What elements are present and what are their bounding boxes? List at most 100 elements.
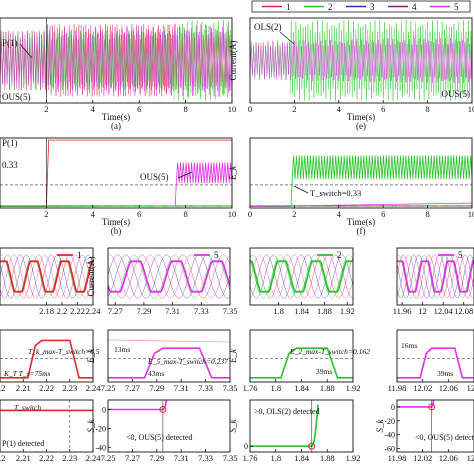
annotation-s1-0: T_switch [14,403,41,412]
ytick-label-s2-0: 0 [244,442,248,451]
series-b-2 [0,205,232,207]
legend-entry-4: 4 [412,2,417,12]
axes-frame-b [0,137,233,209]
panel-legend-label-w1: 1 [77,250,82,260]
panel-k1: 2.2 2.21 2.22 2.23 2.24 T_k_max-T_switch=0.5 K… [0,329,101,393]
xlabel-e: Time(s) [347,112,375,122]
xtick-label-s6-1: 12.02 [413,453,432,463]
phase-w2-1 [250,254,353,299]
series-band-e-5-0 [250,37,472,84]
xtick-label-b-2: 6 [137,209,141,219]
axes-frame-k5 [107,329,231,383]
series-f-5 [250,202,472,207]
xtick-label-s5-5: 7.35 [223,453,238,463]
annotation-arrow-f [293,185,309,194]
annotation-s2-0: >0, OLS(2) detected [254,407,320,416]
plot-area-s1 [0,400,93,452]
phase-w6-1 [397,254,474,299]
xtick-label-w2-0: 1.8 [273,306,284,316]
ek-trace-k6 [397,347,474,379]
ylabel-e: Current(A) [228,41,238,81]
xtick-label-s1-0: 2.2 [0,453,5,463]
phase-w2-3 [250,254,353,299]
xtick-label-e-0: 0 [248,104,252,114]
trace-top-k5 [108,339,230,343]
panel-label-a: (a) [111,121,121,131]
plot-area-k1 [0,339,93,379]
xtick-label-w1-3: 2.24 [86,306,102,316]
phase-w5-1 [108,254,230,299]
xtick-label-s6-0: 11.98 [388,453,407,463]
axes-frame-f [249,137,473,209]
ylabel-s6: S_k [375,419,385,433]
xtick-label-s5-1: 7.27 [125,453,140,463]
annotation-k1-0: T_k_max-T_switch=0.5 [28,347,100,356]
annotation-b-0: P(1) [2,138,18,148]
phase-w1-3 [0,254,93,299]
panel-legend-label-w2: 2 [337,250,342,260]
annotation-e-0: OLS(2) [254,22,282,32]
phase-w2-5 [250,254,353,299]
phase-w5-4 [108,254,230,299]
plot-area-w5 [108,254,230,299]
annotation-k5-0: 13ms [114,345,130,354]
panels: 246810Time(s)(a)P(1)OUS(5)0246810Time(s)… [0,17,474,463]
plot-area-f [250,155,472,207]
phase-w1-2 [0,254,93,299]
ylabel-s2: S_k [228,419,238,433]
phase-w6-5 [397,254,474,299]
xtick-label-s1-1: 2.21 [16,453,31,463]
xtick-label-k1-2: 2.22 [39,383,54,393]
xtick-label-e-2: 4 [337,104,342,114]
xtick-label-a-2: 6 [137,104,141,114]
annotation-b-1: 0.33 [2,160,18,170]
xtick-label-s2-0: 1.76 [243,453,258,463]
annotation-k1-1: K_T T_s=75ms [3,369,50,378]
xtick-label-w5-3: 7.33 [194,306,209,316]
xlabel-b: Time(s) [102,217,130,227]
xtick-label-a-3: 8 [183,104,187,114]
ek-trace-k5 [108,347,230,379]
xtick-label-k5-2: 7.29 [149,383,164,393]
faulted-phase-w2 [250,260,353,293]
xtick-label-k5-0: 7.25 [101,383,116,393]
faulted-phase-w5 [108,260,230,293]
xtick-label-k2-4: 1.92 [346,383,361,393]
panel-s6: 11.98 12.02 12.06 12.1 0 -20 -40 -60 S_k <0, OUS(… [375,399,474,463]
xtick-label-e-3: 6 [381,104,385,114]
xtick-label-k6-2: 12.06 [439,383,458,393]
xlabel-a: Time(s) [102,112,130,122]
xtick-label-w1-2: 2.22 [70,306,85,316]
plot-area-w6 [397,254,474,299]
xtick-label-k1-0: 2.2 [0,383,5,393]
detect-marker-s6 [428,403,436,411]
xtick-label-s2-1: 1.8 [270,453,281,463]
annotation-s5-0: <0, OUS(5) detected [126,433,193,442]
xtick-label-f-5: 10 [468,209,474,219]
axes-frame-k2 [249,329,354,383]
annotation-k5-1: E_5_max-T_switch=0.237 [147,357,228,366]
phase-w6-4 [397,254,474,299]
plot-area-b [0,138,232,208]
xtick-label-s2-2: 1.84 [294,453,310,463]
xtick-label-w2-2: 1.88 [317,306,332,316]
annotation-k6-0: 16ms [401,341,417,350]
panel-k6: 11.98 12.02 12.06 12.1 16ms 39ms [388,329,474,393]
annotation-arrow-e-0 [279,31,295,45]
xtick-label-e-1: 2 [292,104,296,114]
xtick-label-w2-1: 1.84 [294,306,310,316]
xtick-label-s6-3: 12.1 [467,453,474,463]
xtick-label-s2-4: 1.92 [346,453,361,463]
series-b-1 [0,139,232,207]
xtick-label-a-0: 2 [44,104,48,114]
xtick-label-e-4: 8 [425,104,429,114]
panel-f: 0 2 4 6 8 10 Time(s)(f) E_k T_switch=0.33 [228,137,474,236]
xtick-label-e-5: 10 [468,104,474,114]
xtick-label-s2-3: 1.88 [320,453,335,463]
series-band-a-5-0 [0,30,47,91]
legend-entry-3: 3 [370,2,375,12]
xtick-label-w6-3: 12.08 [454,306,473,316]
sk-trace-s2 [250,404,319,447]
phase-w5-5 [108,254,230,299]
